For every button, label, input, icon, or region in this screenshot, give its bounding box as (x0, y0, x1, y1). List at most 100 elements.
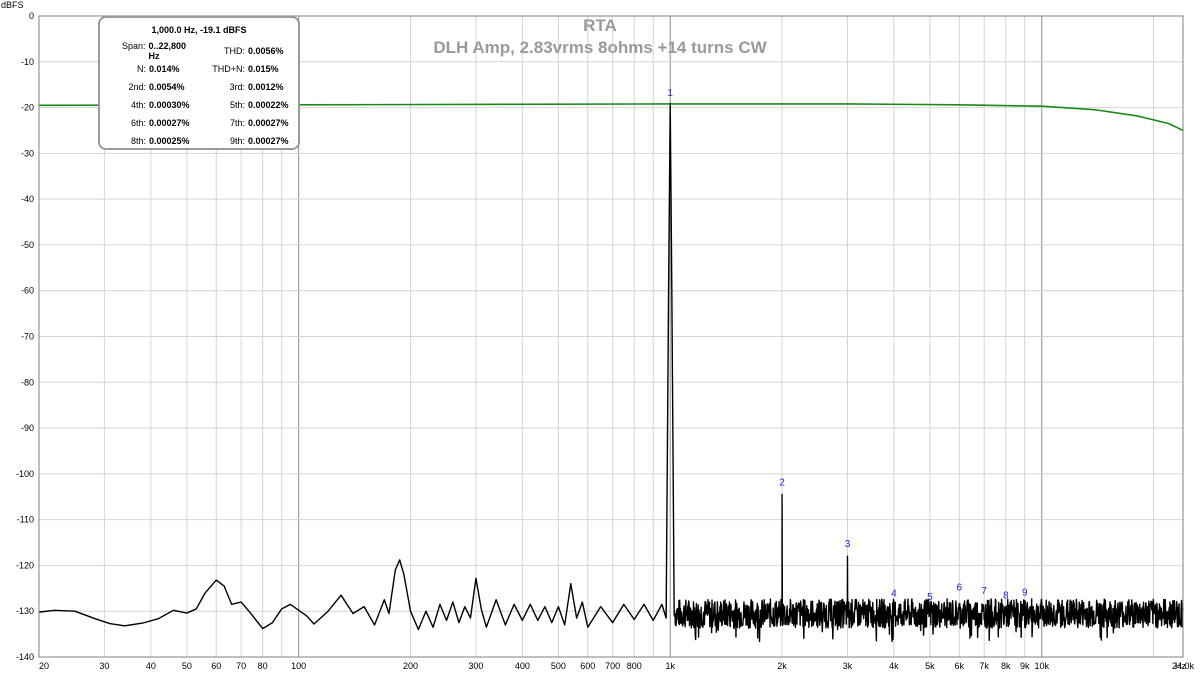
x-tick-label: 7k (979, 661, 989, 671)
x-tick-label: 80 (258, 661, 268, 671)
x-tick-label: 600 (580, 661, 595, 671)
infobox-cell: 5th: 0.00022% (199, 100, 298, 110)
infobox-row: 8th: 0.00025% 9th: 0.00027% (100, 132, 298, 150)
x-tick-label: 40 (146, 661, 156, 671)
infobox-value: 0.00027% (248, 118, 289, 128)
y-tick-label: -120 (16, 560, 34, 570)
infobox-value: 0.00027% (248, 136, 289, 146)
infobox-key: N: (137, 64, 146, 74)
infobox-cell: 6th: 0.00027% (100, 118, 199, 128)
x-tick-label: 6k (955, 661, 965, 671)
infobox-value: 0.0056% (248, 46, 284, 56)
infobox-key: 8th: (130, 136, 146, 146)
x-tick-label: 60 (211, 661, 221, 671)
infobox-cell: Span: 0..22,800 Hz (100, 41, 199, 61)
harmonic-label: 2 (779, 477, 785, 488)
infobox-header: 1,000.0 Hz, -19.1 dBFS (151, 25, 247, 35)
x-tick-label: 3k (843, 661, 853, 671)
x-tick-label: 300 (468, 661, 483, 671)
y-tick-label: -130 (16, 606, 34, 616)
x-tick-label: 8k (1001, 661, 1011, 671)
x-tick-label: 200 (403, 661, 418, 671)
plot-frame (38, 15, 1184, 658)
y-tick-label: -100 (16, 469, 34, 479)
x-tick-label: 70 (236, 661, 246, 671)
infobox-key: 7th: (229, 118, 245, 128)
infobox-key: 4th: (130, 100, 146, 110)
x-tick-label: 700 (605, 661, 620, 671)
infobox-cell: THD+N: 0.015% (199, 64, 298, 74)
chart-subtitle: DLH Amp, 2.83vrms 8ohms +14 turns CW (433, 38, 767, 57)
infobox-cell: 2nd: 0.0054% (100, 82, 199, 92)
x-tick-label: 100 (291, 661, 306, 671)
harmonic-label: 5 (927, 592, 933, 603)
infobox-cell: N: 0.014% (100, 64, 199, 74)
infobox-value: 0.00022% (248, 100, 289, 110)
infobox-key: 6th: (130, 118, 146, 128)
chart-traces (38, 102, 1184, 643)
infobox-value: 0.0012% (248, 82, 284, 92)
spectrum-trace (38, 102, 1184, 643)
infobox-key: THD+N: (212, 64, 245, 74)
infobox-cell: 8th: 0.00025% (100, 136, 199, 146)
x-tick-label: 30 (99, 661, 109, 671)
y-tick-label: -110 (17, 515, 34, 525)
infobox-key: 5th: (229, 100, 245, 110)
x-tick-label: 9k (1020, 661, 1030, 671)
infobox-cell: 7th: 0.00027% (199, 118, 298, 128)
infobox-cell: 4th: 0.00030% (100, 100, 199, 110)
x-tick-label: 1k (665, 661, 675, 671)
x-tick-label: 50 (182, 661, 192, 671)
x-tick-label: 10k (1034, 661, 1049, 671)
infobox-rows: Span: 0..22,800 Hz THD: 0.0056% N: 0.014% THD+… (100, 41, 298, 150)
x-tick-label: 20 (39, 661, 49, 671)
infobox-key: Span: (121, 41, 146, 51)
measurement-info-box: 1,000.0 Hz, -19.1 dBFS Span: 0..22,800 Hz… (98, 16, 300, 150)
x-tick-label: 400 (515, 661, 530, 671)
y-tick-label: -80 (21, 377, 34, 387)
infobox-cell: 9th: 0.00027% (199, 136, 298, 146)
x-tick-label: 500 (551, 661, 566, 671)
x-axis-unit: Hz (1175, 661, 1186, 671)
infobox-value: 0.00030% (149, 100, 190, 110)
y-tick-label: -20 (21, 103, 34, 113)
y-tick-label: -60 (21, 286, 34, 296)
infobox-key: THD: (224, 46, 245, 56)
infobox-row: 4th: 0.00030% 5th: 0.00022% (100, 96, 298, 114)
y-tick-label: -140 (16, 652, 34, 662)
infobox-value: 0.0054% (149, 82, 185, 92)
x-tick-label: 2k (777, 661, 787, 671)
infobox-value: 0.00027% (149, 118, 190, 128)
x-tick-label: 800 (627, 661, 642, 671)
y-tick-label: -90 (21, 423, 34, 433)
x-tick-label: 24.0k (1172, 661, 1195, 671)
y-tick-label: -40 (21, 194, 34, 204)
infobox-value: 0.00025% (149, 136, 190, 146)
infobox-row: N: 0.014% THD+N: 0.015% (100, 60, 298, 78)
harmonic-labels: 1 2 3 4 5 6 7 8 9 (667, 88, 1028, 603)
y-tick-label: -30 (21, 148, 34, 158)
infobox-cell: THD: 0.0056% (199, 46, 298, 56)
harmonic-label: 8 (1003, 590, 1009, 601)
infobox-cell: 3rd: 0.0012% (199, 82, 298, 92)
harmonic-label: 3 (845, 539, 851, 550)
infobox-key: 9th: (229, 136, 245, 146)
harmonic-label: 4 (891, 589, 897, 600)
harmonic-label: 7 (981, 586, 987, 597)
y-tick-label: 0 (29, 11, 34, 21)
x-tick-label: 5k (925, 661, 935, 671)
y-tick-label: -50 (21, 240, 34, 250)
infobox-row: Span: 0..22,800 Hz THD: 0.0056% (100, 41, 298, 61)
infobox-key: 2nd: (128, 82, 146, 92)
axis-ticks: 0 -10 -20 -30 -40 -50 -60 -70 -80 -90 -100 -110 -120… (16, 11, 1195, 671)
infobox-row: 2nd: 0.0054% 3rd: 0.0012% (100, 78, 298, 96)
reference-trace (38, 103, 1184, 132)
y-tick-label: -10 (21, 57, 34, 67)
infobox-key: 3rd: (229, 82, 245, 92)
harmonic-label: 6 (957, 583, 963, 594)
harmonic-label: 9 (1022, 588, 1028, 599)
y-axis-label: dBFS (1, 0, 24, 10)
harmonic-label: 1 (667, 88, 673, 99)
x-tick-label: 4k (889, 661, 899, 671)
y-tick-label: -70 (21, 332, 34, 342)
